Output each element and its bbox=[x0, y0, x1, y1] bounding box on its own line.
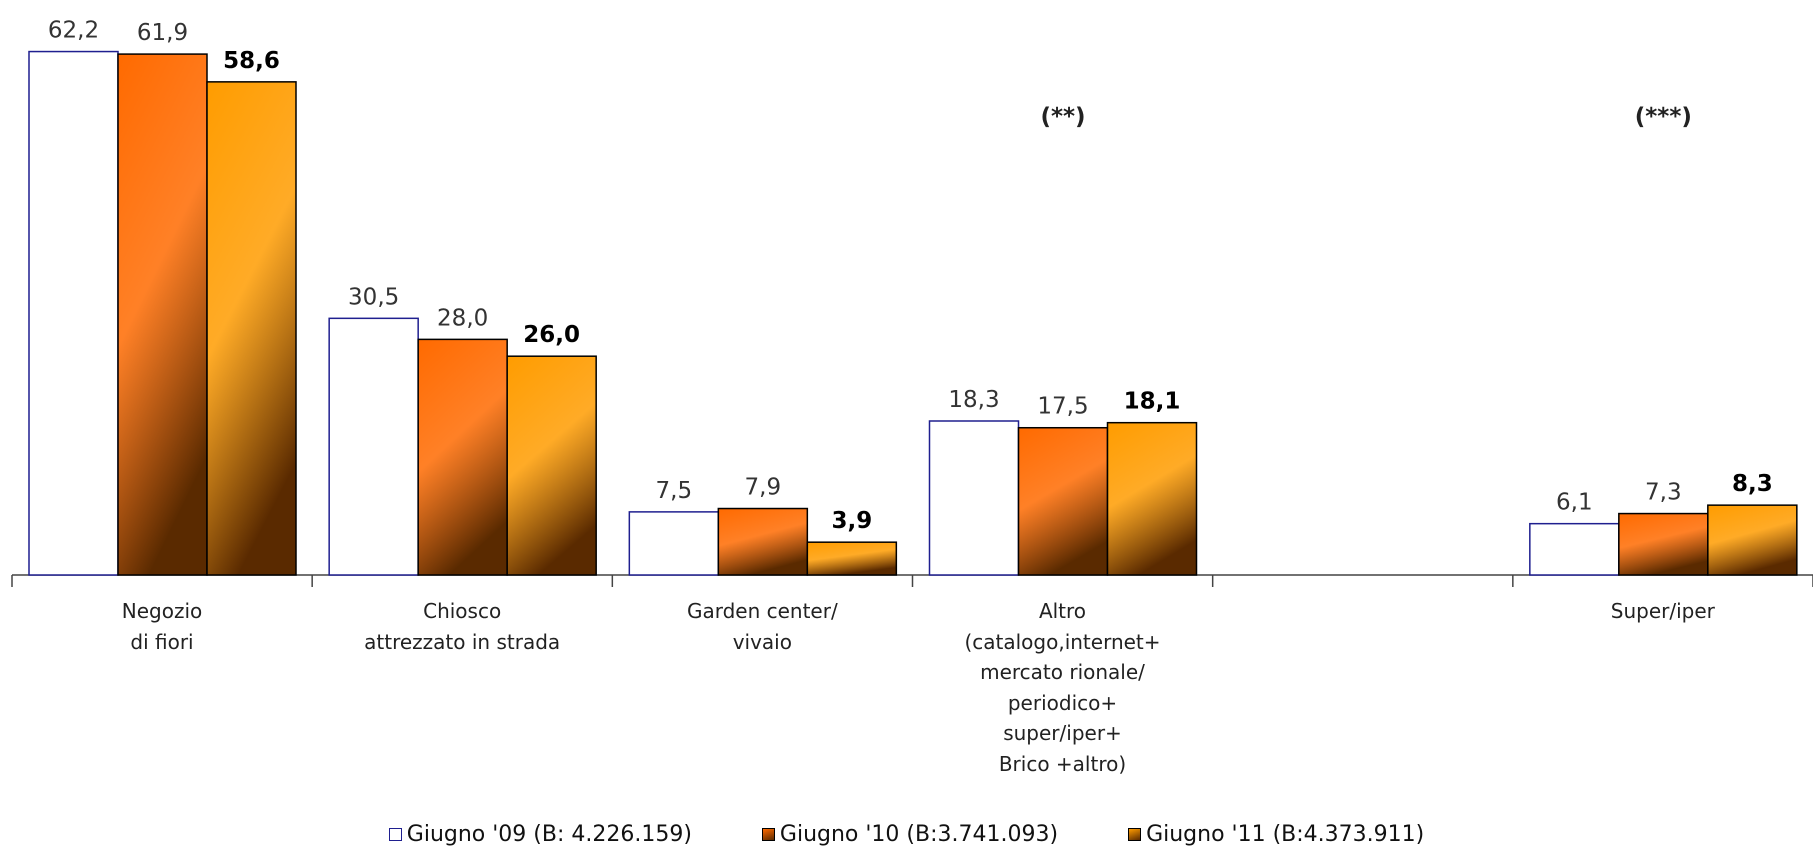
value-label: 28,0 bbox=[437, 305, 488, 331]
legend-label: Giugno '09 (B: 4.226.159) bbox=[406, 822, 692, 847]
value-label: 8,3 bbox=[1732, 471, 1773, 497]
value-label: 62,2 bbox=[48, 18, 99, 44]
value-label: 7,9 bbox=[745, 475, 782, 501]
bar bbox=[28, 50, 119, 576]
annotation: (***) bbox=[1635, 104, 1692, 130]
value-label: 7,5 bbox=[656, 478, 693, 504]
legend-swatch bbox=[388, 828, 402, 841]
bar bbox=[717, 507, 809, 576]
legend: Giugno '09 (B: 4.226.159) Giugno '10 (B:3… bbox=[0, 822, 1813, 847]
x-tick-label: Super/iper bbox=[1610, 599, 1715, 623]
legend-item: Giugno '11 (B:4.373.911) bbox=[1128, 822, 1424, 847]
value-label: 3,9 bbox=[831, 508, 872, 534]
bar bbox=[1529, 522, 1620, 576]
x-tick-label: Garden center/ vivaio bbox=[686, 599, 838, 654]
x-tick-label: Chiosco attrezzato in strada bbox=[364, 599, 561, 654]
legend-item: Giugno '10 (B:3.741.093) bbox=[761, 822, 1059, 847]
bar bbox=[628, 511, 720, 576]
bar bbox=[506, 355, 597, 576]
bar bbox=[1106, 421, 1198, 576]
legend-item: Giugno '09 (B: 4.226.159) bbox=[388, 822, 692, 847]
value-label: 7,3 bbox=[1645, 480, 1682, 506]
legend-swatch bbox=[1128, 828, 1142, 841]
legend-swatch bbox=[761, 828, 775, 841]
x-tick-label: Altro (catalogo,internet+ mercato rional… bbox=[964, 599, 1161, 776]
value-label: 30,5 bbox=[348, 284, 399, 310]
bar bbox=[117, 53, 208, 576]
value-label: 17,5 bbox=[1037, 394, 1088, 420]
bar bbox=[417, 338, 508, 576]
value-label: 26,0 bbox=[523, 322, 580, 348]
bar bbox=[1618, 512, 1709, 576]
legend-label: Giugno '11 (B:4.373.911) bbox=[1146, 822, 1425, 847]
value-label: 61,9 bbox=[137, 20, 188, 46]
value-label: 18,1 bbox=[1124, 389, 1181, 415]
value-label: 6,1 bbox=[1556, 490, 1593, 516]
legend-label: Giugno '10 (B:3.741.093) bbox=[779, 822, 1059, 847]
bar bbox=[206, 81, 297, 576]
x-tick-label: Negozio di fiori bbox=[121, 599, 203, 654]
bar bbox=[328, 317, 419, 576]
annotation: (**) bbox=[1040, 104, 1085, 130]
bar bbox=[1017, 426, 1109, 576]
bar bbox=[928, 420, 1020, 576]
value-label: 58,6 bbox=[223, 48, 280, 74]
bar bbox=[806, 541, 898, 576]
value-label: 18,3 bbox=[948, 387, 999, 413]
bar bbox=[1707, 504, 1798, 576]
